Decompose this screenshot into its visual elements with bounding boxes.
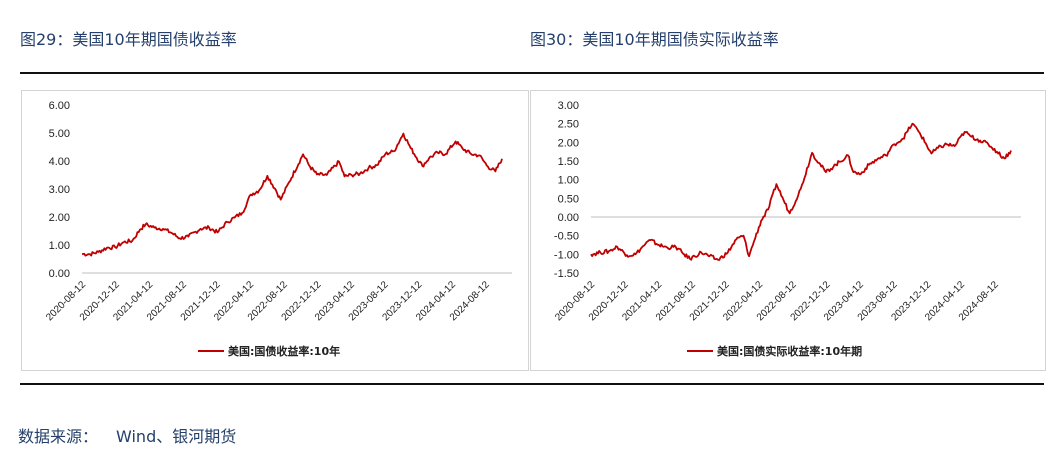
- y-tick-label: -1.50: [554, 268, 579, 280]
- y-tick-label: 2.00: [49, 212, 70, 224]
- series-line: [82, 132, 503, 257]
- bottom-rule: [20, 383, 1044, 385]
- figure-29-title: 图29：美国10年期国债收益率: [20, 30, 237, 49]
- y-tick-label: -0.50: [554, 231, 579, 243]
- y-tick-label: 2.50: [558, 119, 579, 131]
- source-value: Wind、银河期货: [116, 427, 237, 446]
- y-tick-label: 6.00: [49, 100, 70, 112]
- chart-panel-nominal-yield: 0.00 1.00 2.00 3.00 4.00 5.00 6.00 2020-08-12 20…: [21, 90, 529, 371]
- y-tick-label: 3.00: [49, 184, 70, 196]
- y-tick-label: 1.50: [558, 156, 579, 168]
- y-tick-label: 0.50: [558, 193, 579, 205]
- y-tick-label: 3.00: [558, 100, 579, 112]
- series-line: [590, 122, 1012, 261]
- chart-panel-real-yield: -1.50 -1.00 -0.50 0.00 0.50 1.00 1.50 2.00 2.50 3…: [530, 90, 1046, 371]
- y-tick-label: 1.00: [558, 175, 579, 187]
- y-tick-label: 0.00: [558, 212, 579, 224]
- top-rule: [20, 72, 1044, 74]
- y-tick-label: 4.00: [49, 156, 70, 168]
- y-tick-label: -1.00: [554, 249, 579, 261]
- real-yield-chart: -1.50 -1.00 -0.50 0.00 0.50 1.00 1.50 2.00 2.50 3…: [553, 100, 1021, 358]
- figure-30-title: 图30：美国10年期国债实际收益率: [530, 30, 779, 49]
- y-tick-label: 5.00: [49, 128, 70, 140]
- nominal-yield-chart: 0.001.002.003.004.005.006.002020-08-1220…: [44, 100, 512, 358]
- y-tick-label: 2.00: [558, 137, 579, 149]
- y-tick-label: 1.00: [49, 240, 70, 252]
- legend-label: 美国:国债实际收益率:10年期: [717, 344, 862, 358]
- y-tick-label: 0.00: [49, 268, 70, 280]
- source-label: 数据来源：: [18, 427, 99, 446]
- data-source: 数据来源： Wind、银河期货: [18, 423, 236, 447]
- legend-label: 美国:国债收益率:10年: [228, 344, 340, 358]
